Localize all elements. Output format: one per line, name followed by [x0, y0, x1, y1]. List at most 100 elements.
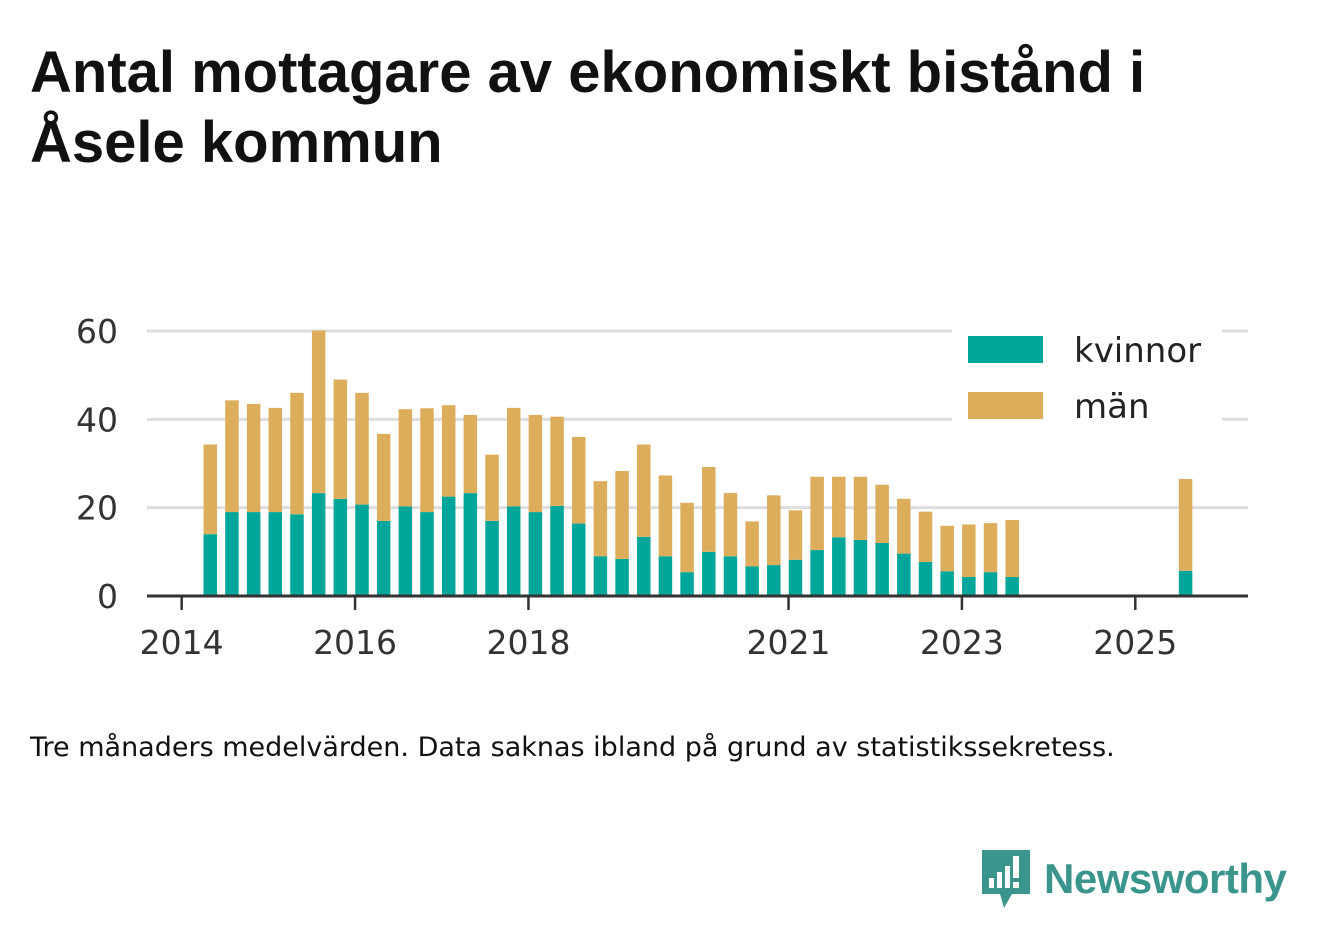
bar-man	[333, 379, 348, 499]
bar-man	[290, 392, 304, 515]
bar-kvinnor	[615, 558, 629, 596]
bar-man	[506, 407, 521, 507]
bar-chart: 0 20 40 60 2014 2016 2018 2021 2023 2025 kvinnor …	[76, 312, 1248, 662]
bar-man	[1178, 478, 1193, 571]
bar-kvinnor	[225, 512, 239, 596]
bar-man	[615, 471, 629, 559]
bar-man	[918, 511, 933, 562]
bar-kvinnor	[832, 537, 846, 596]
x-tick-label: 2014	[140, 623, 224, 662]
bar-man	[571, 437, 586, 524]
bar-man	[788, 510, 803, 560]
bar-kvinnor	[571, 523, 586, 596]
bar-kvinnor	[810, 550, 824, 596]
bars	[203, 330, 1193, 596]
bar-kvinnor	[853, 539, 868, 596]
bar-man	[680, 502, 694, 573]
brand-name: Newsworthy	[1044, 855, 1287, 902]
bar-man	[875, 484, 889, 543]
bar-man	[810, 476, 824, 551]
bar-man	[398, 409, 413, 507]
bar-kvinnor	[506, 506, 521, 596]
bar-kvinnor	[485, 520, 499, 596]
bar-man	[376, 433, 391, 521]
x-tick-label: 2025	[1093, 623, 1177, 662]
bar-man	[832, 476, 846, 538]
bar-man	[225, 400, 239, 513]
y-tick-label: 20	[76, 489, 118, 528]
bar-man	[528, 414, 543, 513]
bar-kvinnor	[962, 577, 976, 596]
y-tick-label: 0	[97, 577, 118, 616]
bar-kvinnor	[788, 559, 803, 596]
bar-kvinnor	[398, 506, 413, 596]
bar-kvinnor	[983, 572, 998, 596]
y-tick-label: 60	[76, 312, 118, 351]
bar-man	[311, 330, 326, 494]
bar-kvinnor	[441, 496, 456, 596]
x-tick-label: 2016	[313, 623, 397, 662]
bar-kvinnor	[767, 565, 781, 596]
axes: 0 20 40 60 2014 2016 2018 2021 2023 2025	[76, 312, 1248, 662]
bar-kvinnor	[246, 512, 261, 596]
bar-kvinnor	[702, 551, 716, 596]
bar-kvinnor	[897, 553, 911, 596]
bar-man	[940, 525, 954, 572]
bar-man	[745, 521, 759, 567]
legend-label-man: män	[1074, 387, 1150, 427]
x-tick-label: 2023	[920, 623, 1004, 662]
bar-man	[723, 493, 738, 557]
bar-kvinnor	[290, 514, 304, 596]
bar-man	[1005, 520, 1019, 578]
bar-man	[420, 408, 434, 513]
bar-kvinnor	[1178, 570, 1193, 596]
bar-kvinnor	[723, 556, 738, 596]
bar-man	[658, 475, 673, 557]
bar-kvinnor	[918, 561, 933, 596]
bar-kvinnor	[268, 512, 283, 596]
footnote: Tre månaders medelvärden. Data saknas ib…	[30, 732, 1115, 763]
bar-kvinnor	[745, 566, 759, 596]
bar-kvinnor	[333, 498, 348, 596]
bar-kvinnor	[311, 493, 326, 596]
bar-kvinnor	[940, 571, 954, 596]
bar-man	[268, 407, 283, 513]
bar-man	[485, 454, 499, 521]
page-title: Antal mottagare av ekonomiskt bistånd i …	[30, 40, 1146, 175]
bar-kvinnor	[420, 512, 434, 596]
bar-kvinnor	[528, 512, 543, 596]
bar-man	[550, 416, 564, 506]
bar-man	[767, 495, 781, 566]
bar-kvinnor	[658, 556, 673, 596]
x-tick-label: 2021	[747, 623, 831, 662]
bar-man	[203, 444, 218, 535]
bar-kvinnor	[680, 572, 694, 596]
legend-swatch-man	[968, 392, 1043, 419]
x-tick-label: 2018	[486, 623, 570, 662]
bar-man	[463, 414, 478, 494]
newsworthy-logo-icon	[982, 850, 1030, 908]
legend-label-kvinnor: kvinnor	[1074, 331, 1201, 371]
bar-kvinnor	[1005, 577, 1019, 596]
bar-man	[246, 403, 261, 513]
bar-man	[637, 444, 651, 537]
bar-man	[355, 392, 369, 505]
bar-man	[702, 467, 716, 552]
bar-kvinnor	[875, 543, 889, 596]
bar-kvinnor	[376, 520, 391, 596]
bar-man	[853, 476, 868, 540]
bar-man	[897, 498, 911, 554]
bar-kvinnor	[550, 505, 564, 596]
bar-kvinnor	[637, 536, 651, 596]
bar-man	[441, 405, 456, 497]
bar-man	[983, 523, 998, 573]
bar-kvinnor	[355, 504, 369, 596]
bar-man	[593, 481, 608, 557]
legend-swatch-kvinnor	[968, 336, 1043, 363]
bar-man	[962, 524, 976, 578]
brand-logo: Newsworthy	[980, 848, 1287, 910]
bar-kvinnor	[593, 556, 608, 596]
bar-kvinnor	[203, 534, 218, 596]
legend: kvinnor män	[952, 327, 1222, 431]
y-tick-label: 40	[76, 400, 118, 439]
